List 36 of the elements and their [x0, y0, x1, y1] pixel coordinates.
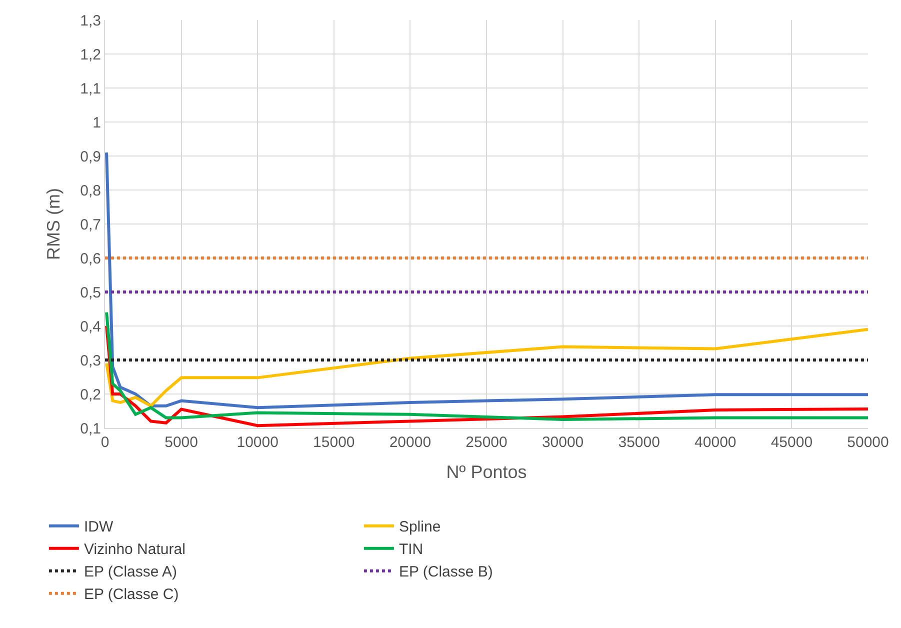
- line-series: [105, 151, 868, 410]
- x-tick-label: 45000: [770, 434, 813, 451]
- y-tick-label: 0,7: [80, 216, 101, 234]
- y-tick-label: 0,5: [80, 284, 101, 302]
- y-tick-label: 0,8: [80, 182, 101, 200]
- y-tick-label: 1,2: [80, 46, 101, 64]
- y-tick-label: 0,3: [80, 352, 101, 370]
- y-tick-label: 0,6: [80, 250, 101, 268]
- legend-label: Vizinho Natural: [84, 541, 186, 558]
- legend-label: IDW: [84, 518, 114, 536]
- x-axis-title: Nº Pontos: [446, 462, 527, 482]
- x-tick-label: 40000: [694, 434, 736, 451]
- legend-label: TIN: [398, 541, 424, 558]
- legend-label: EP (Classe C): [84, 586, 179, 604]
- y-tick-label: 1: [92, 114, 101, 132]
- y-tick-label: 0,1: [80, 420, 101, 438]
- x-tick-label: 30000: [542, 434, 584, 451]
- y-tick-label: 1,3: [80, 12, 101, 30]
- x-tick-label: 50000: [847, 434, 889, 451]
- y-tick-label: 0,9: [80, 148, 101, 166]
- line-series: [105, 310, 868, 421]
- y-tick-label: 0,2: [80, 386, 101, 404]
- x-tick-label: 5000: [164, 434, 198, 451]
- x-tick-label: 0: [100, 434, 110, 451]
- x-tick-label: 20000: [389, 434, 432, 451]
- x-tick-label: 10000: [236, 434, 278, 451]
- x-tick-label: 25000: [466, 434, 508, 451]
- x-tick-label: 35000: [618, 434, 660, 451]
- x-tick-label: 15000: [313, 434, 355, 451]
- y-tick-label: 0,4: [80, 318, 101, 336]
- legend-label: EP (Classe A): [84, 564, 178, 581]
- legend-label: EP (Classe B): [398, 564, 493, 581]
- y-axis-title: RMS (m): [43, 188, 64, 260]
- y-tick-label: 1,1: [80, 80, 101, 98]
- line-series: [105, 328, 868, 408]
- legend-label: Spline: [398, 518, 441, 536]
